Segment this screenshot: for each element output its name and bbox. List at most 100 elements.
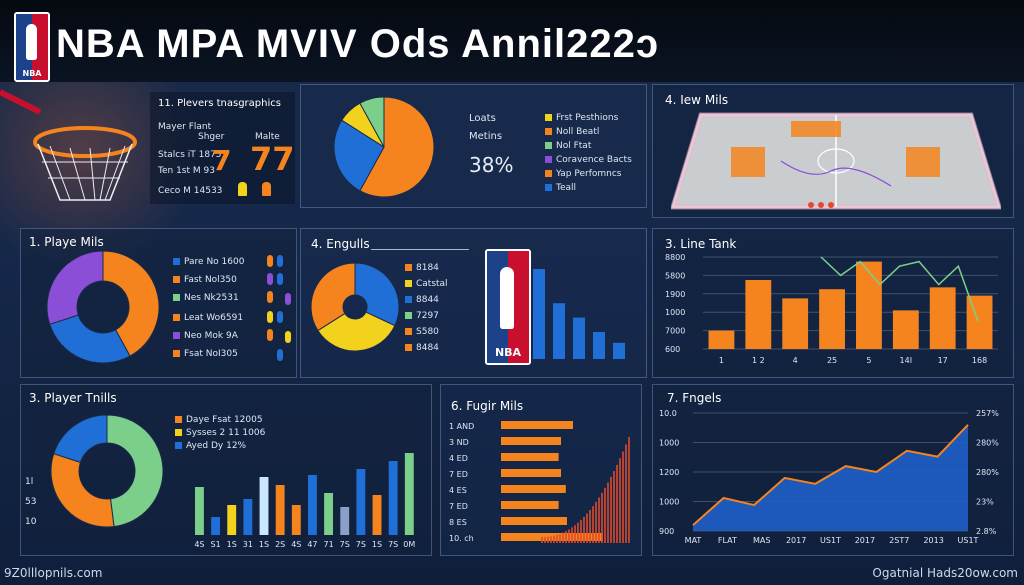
player-mils-legend-4: Leat Wo6591 (173, 313, 243, 323)
fngels-title: 7. Fngels (667, 391, 722, 405)
player-mils-legend-5: Neo Mok 9A (173, 331, 238, 341)
fugir-mils-spike (619, 458, 621, 543)
fugir-mils-y-tick: 7 ED (449, 502, 468, 511)
line-tank-y-tick: 600 (665, 345, 680, 354)
line-tank-x-tick: 1 (719, 356, 724, 365)
fugir-mils-spike (571, 527, 573, 543)
nba-logo: NBA (14, 12, 50, 82)
player-trills-bar (195, 487, 204, 535)
fngels-x-tick: 2ST7 (889, 536, 909, 545)
engulls-legend-1: 8184 (405, 263, 439, 273)
engulls-slice (317, 311, 396, 352)
pie-top-legend-6: Teall (545, 183, 576, 193)
line-tank-y-tick: 7000 (665, 327, 685, 336)
fngels-y-tick-left: 10.0 (659, 409, 677, 418)
infographics-big-number: 7 (212, 144, 232, 177)
fugir-mils-spike (553, 535, 555, 543)
player-mils-slice (102, 250, 160, 357)
line-tank-y-tick: 1000 (665, 308, 685, 317)
fngels-x-tick: US1T (820, 536, 841, 545)
fugir-mils-y-tick: 7 ED (449, 470, 468, 479)
player-trills-bar (259, 477, 269, 535)
bar-chart-player-trills: 4S S1 1S 31 1S 2S 4S 47 71 7S 7S 1S 7S 0M (194, 453, 415, 549)
header-bar: NBA NBA MPA MVIV Ods Annil222ɔ (0, 0, 1024, 82)
pie-top-percent: 38% (469, 153, 514, 177)
pie-engulls (310, 262, 400, 352)
fugir-mils-bar (501, 469, 561, 477)
line-tank-bar (782, 298, 809, 349)
footer-left: 9Z0lllopnils.com (4, 566, 103, 580)
page-title: NBA MPA MVIV Ods Annil222ɔ (56, 22, 660, 66)
player-trills-bar (340, 507, 350, 535)
player-trills-x-tick: 2S (275, 540, 285, 549)
logo-text: NBA (22, 69, 42, 78)
fngels-y-tick-left: 900 (659, 527, 674, 536)
player-trills-bar (243, 499, 253, 535)
fngels-y-tick-left: 1000 (659, 498, 679, 507)
player-trills-x-tick: 31 (243, 540, 253, 549)
fugir-mils-bar (501, 421, 573, 429)
player-trills-bar (356, 469, 366, 535)
panel-player-trills: 3. Player Tnills 1l 53 10 Daye Fsat 1200… (20, 384, 432, 556)
fugir-mils-spike (607, 482, 609, 543)
pie-top-slice (359, 96, 385, 148)
fngels-y-tick-left: 1200 (659, 468, 679, 477)
fugir-mils-bar (501, 437, 561, 445)
fugir-mils-spike (601, 492, 603, 543)
player-mils-slice (46, 250, 104, 325)
line-tank-bar (708, 330, 735, 349)
player-mils-slice (49, 314, 131, 364)
panel-fngels: 7. Fngels 900 2.8% 1000 23% 1200 280% 1000 280%… (652, 384, 1014, 556)
fugir-mils-bar (501, 453, 559, 461)
fngels-area (693, 424, 968, 531)
fugir-mils-spike (574, 525, 576, 543)
panel-court: 4. Iew Mils (652, 84, 1014, 218)
fugir-mils-y-tick: 8 ES (449, 518, 467, 527)
player-trills-title: 3. Player Tnills (29, 391, 117, 405)
panel-pie-top: Loats Metins 38% Frst Pesthions Noll Bea… (300, 84, 647, 208)
fugir-mils-bar (501, 517, 567, 525)
fugir-mils-spike (622, 451, 624, 543)
line-tank-y-tick: 1900 (665, 290, 685, 299)
fngels-y-tick-right: 280% (976, 439, 999, 448)
fugir-mils-spike (562, 532, 564, 543)
line-tank-bar (819, 289, 845, 349)
bar-chart-fugir-mils: 1 AND 3 ND 4 ED 7 ED 4 ES 7 ED 8 ES 10. ch (449, 421, 630, 543)
engulls-legend-2: Catstal (405, 279, 448, 289)
fugir-mils-spike (586, 513, 588, 543)
panel-line-tank: 3. Line Tank 600 7000 1000 1900 5800 8800 1 1 2… (652, 228, 1014, 378)
infographics-col1: Mayer Flant (158, 122, 212, 132)
fugir-mils-spike (550, 536, 552, 543)
player-trills-x-tick: 0M (403, 540, 415, 549)
pie-top-slice (333, 119, 385, 192)
fugir-mils-spike (541, 537, 543, 543)
fngels-x-tick: FLAT (718, 536, 737, 545)
fugir-mils-spike (598, 497, 600, 543)
fugir-mils-spike (595, 501, 597, 543)
player-trills-x-tick: 1S (372, 540, 382, 549)
player-mils-title: 1. Playe Mils (29, 235, 104, 249)
player-trills-x-tick: 71 (323, 540, 333, 549)
fugir-mils-spike (577, 522, 579, 543)
fugir-mils-title: 6. Fugir Mils (451, 399, 524, 413)
player-trills-bar (275, 485, 285, 535)
engulls-bar (593, 332, 605, 359)
player-trills-x-tick: 47 (307, 540, 317, 549)
bar-chart-engulls (533, 269, 625, 359)
fugir-mils-spike (580, 519, 582, 543)
player-trills-bar (372, 495, 382, 535)
pie-top-label-a: Loats (469, 113, 496, 124)
player-trills-x-tick: 7S (340, 540, 350, 549)
line-tank-x-tick: 14I (900, 356, 913, 365)
fugir-mils-spike (625, 444, 627, 543)
fugir-mils-y-tick: 4 ED (449, 454, 468, 463)
fugir-mils-spike (559, 533, 561, 543)
line-tank-x-tick: 4 (793, 356, 798, 365)
player-trills-bar (324, 493, 334, 535)
fngels-x-tick: 2017 (786, 536, 806, 545)
area-chart-fngels: 900 2.8% 1000 23% 1200 280% 1000 280% 10.0 257% MA… (659, 409, 999, 545)
fugir-mils-spike (556, 534, 558, 543)
line-tank-bar (856, 261, 882, 349)
infographics-title: 11. Plevers tnasgraphics (158, 98, 281, 109)
infographics-big-number-2: 77 (250, 140, 295, 178)
